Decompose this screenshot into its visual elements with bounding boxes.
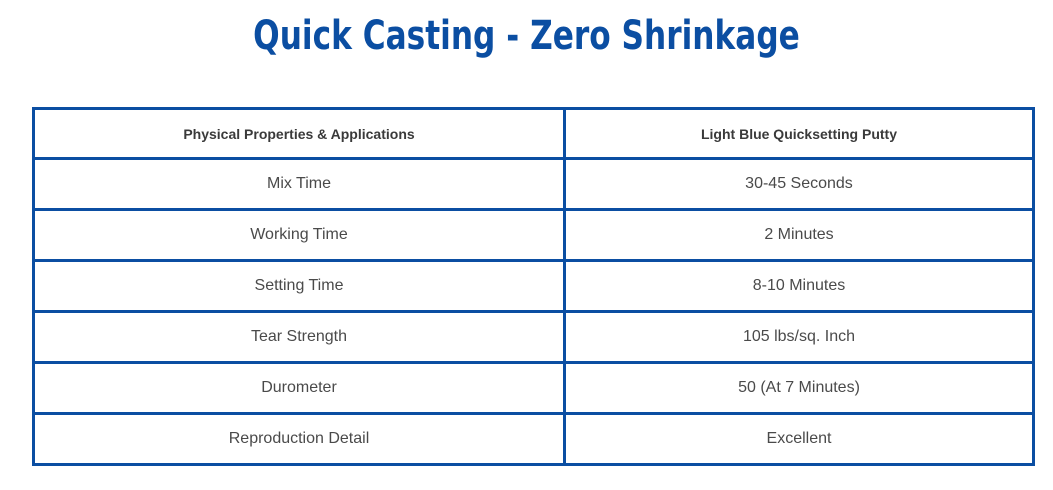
table-row: Setting Time 8-10 Minutes [32, 259, 1035, 313]
property-value-cell: Excellent [563, 412, 1035, 466]
properties-table: Physical Properties & Applications Light… [32, 107, 1035, 466]
column-header-properties: Physical Properties & Applications [32, 107, 566, 160]
property-name-cell: Tear Strength [32, 310, 566, 364]
property-name-cell: Mix Time [32, 157, 566, 211]
property-name-cell: Reproduction Detail [32, 412, 566, 466]
property-value-cell: 2 Minutes [563, 208, 1035, 262]
property-value-cell: 50 (At 7 Minutes) [563, 361, 1035, 415]
property-value-cell: 30-45 Seconds [563, 157, 1035, 211]
column-header-product: Light Blue Quicksetting Putty [563, 107, 1035, 160]
property-name-cell: Durometer [32, 361, 566, 415]
property-value-cell: 8-10 Minutes [563, 259, 1035, 313]
table-row: Working Time 2 Minutes [32, 208, 1035, 262]
table-row: Reproduction Detail Excellent [32, 412, 1035, 466]
table-row: Tear Strength 105 lbs/sq. Inch [32, 310, 1035, 364]
table-row: Mix Time 30-45 Seconds [32, 157, 1035, 211]
table-row: Durometer 50 (At 7 Minutes) [32, 361, 1035, 415]
property-name-cell: Setting Time [32, 259, 566, 313]
property-value-cell: 105 lbs/sq. Inch [563, 310, 1035, 364]
page-title: Quick Casting - Zero Shrinkage [253, 13, 800, 59]
table-header-row: Physical Properties & Applications Light… [32, 107, 1035, 160]
property-name-cell: Working Time [32, 208, 566, 262]
